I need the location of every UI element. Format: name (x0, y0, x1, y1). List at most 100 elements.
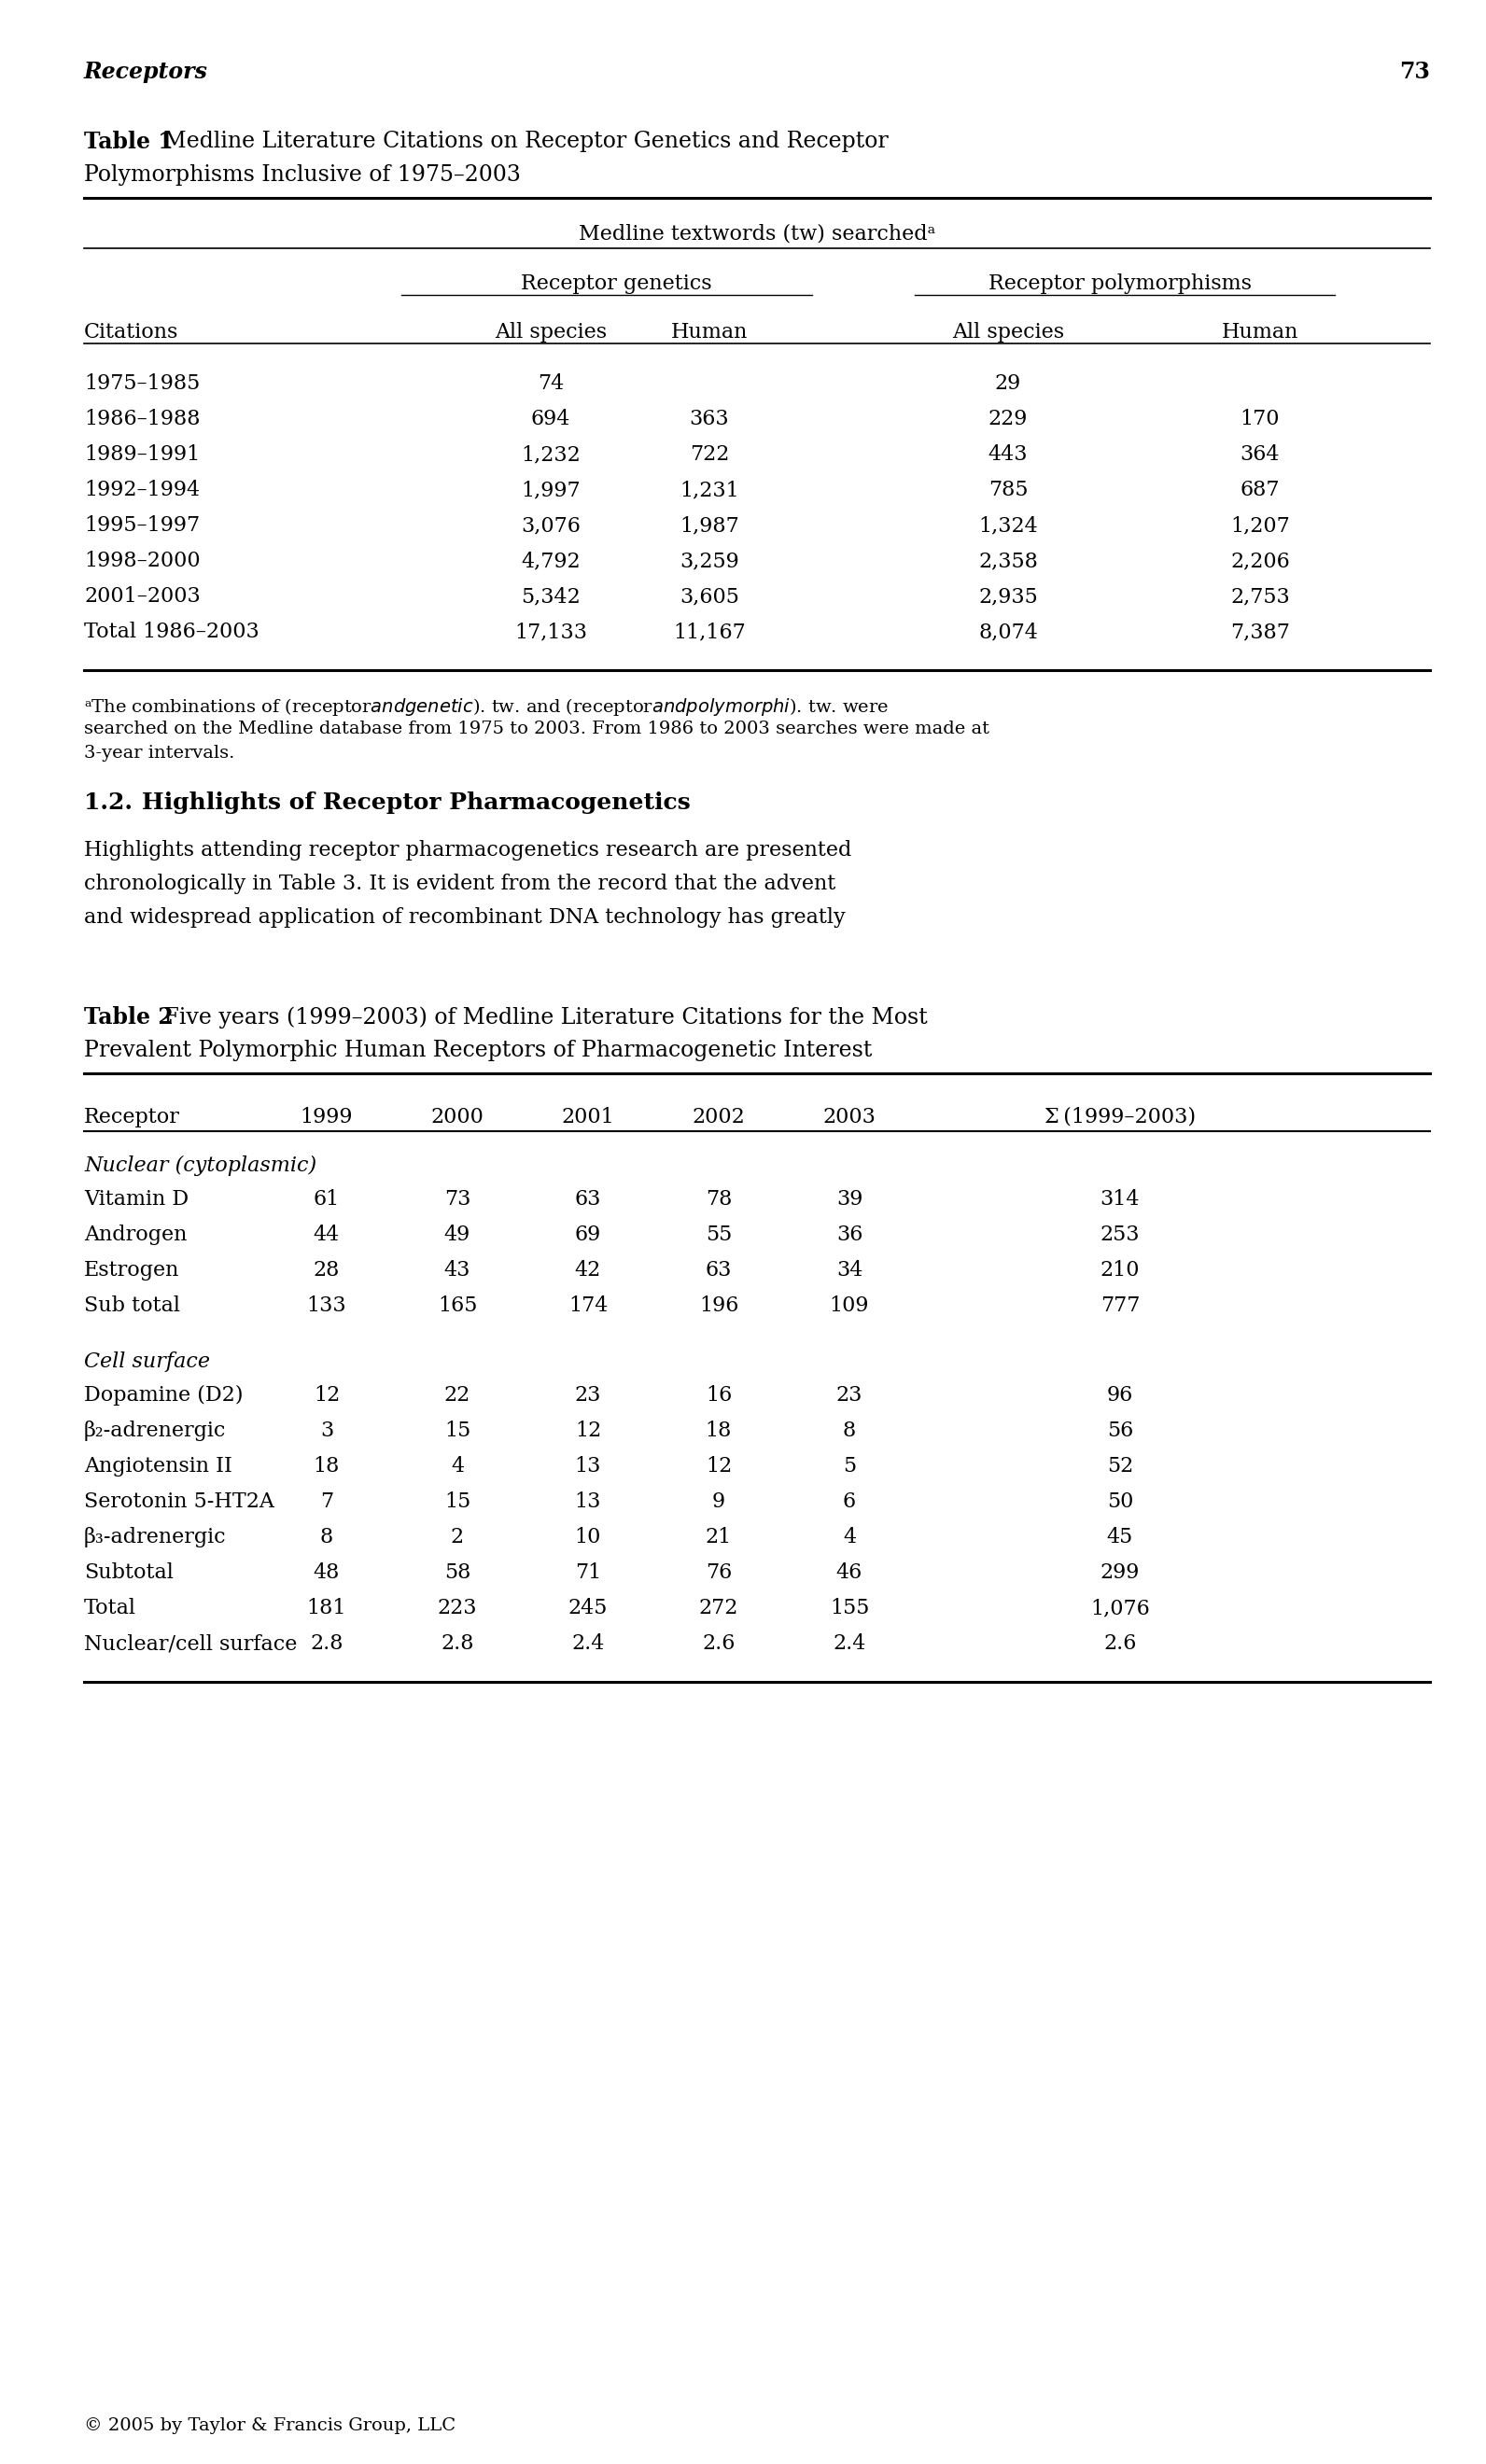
Text: 45: 45 (1107, 1528, 1134, 1547)
Text: Subtotal: Subtotal (85, 1562, 174, 1582)
Text: 174: 174 (568, 1296, 608, 1316)
Text: 155: 155 (829, 1597, 869, 1619)
Text: 1,232: 1,232 (522, 444, 581, 466)
Text: 1,207: 1,207 (1230, 515, 1290, 535)
Text: 78: 78 (706, 1190, 733, 1210)
Text: 1999: 1999 (300, 1106, 354, 1129)
Text: 694: 694 (531, 409, 571, 429)
Text: 2.8: 2.8 (441, 1634, 474, 1653)
Text: 1992–1994: 1992–1994 (85, 480, 201, 500)
Text: 15: 15 (444, 1491, 471, 1513)
Text: 1989–1991: 1989–1991 (85, 444, 201, 466)
Text: 2,753: 2,753 (1230, 586, 1290, 606)
Text: 5: 5 (843, 1456, 856, 1476)
Text: 28: 28 (314, 1259, 340, 1281)
Text: 314: 314 (1100, 1190, 1140, 1210)
Text: 56: 56 (1107, 1422, 1134, 1441)
Text: Receptor: Receptor (85, 1106, 180, 1129)
Text: 210: 210 (1100, 1259, 1140, 1281)
Text: 2000: 2000 (431, 1106, 484, 1129)
Text: Five years (1999–2003) of Medline Literature Citations for the Most: Five years (1999–2003) of Medline Litera… (158, 1005, 927, 1027)
Text: 1,987: 1,987 (679, 515, 739, 535)
Text: 3,259: 3,259 (679, 549, 739, 572)
Text: 1,231: 1,231 (679, 480, 739, 500)
Text: 2,935: 2,935 (978, 586, 1037, 606)
Text: 1.2.: 1.2. (85, 791, 132, 813)
Text: 3-year intervals.: 3-year intervals. (85, 744, 235, 761)
Text: 2003: 2003 (823, 1106, 875, 1129)
Text: All species: All species (495, 323, 606, 342)
Text: 11,167: 11,167 (673, 621, 746, 643)
Text: 4: 4 (450, 1456, 464, 1476)
Text: 13: 13 (575, 1456, 602, 1476)
Text: 2.4: 2.4 (832, 1634, 866, 1653)
Text: 3: 3 (319, 1422, 333, 1441)
Text: β₃-adrenergic: β₃-adrenergic (85, 1528, 226, 1547)
Text: Medline textwords (tw) searchedᵃ: Medline textwords (tw) searchedᵃ (578, 224, 935, 244)
Text: 73: 73 (1400, 62, 1430, 84)
Text: Total: Total (85, 1597, 137, 1619)
Text: 12: 12 (575, 1422, 602, 1441)
Text: All species: All species (953, 323, 1064, 342)
Text: 170: 170 (1241, 409, 1279, 429)
Text: 49: 49 (444, 1225, 471, 1244)
Text: 133: 133 (306, 1296, 346, 1316)
Text: 55: 55 (706, 1225, 733, 1244)
Text: 13: 13 (575, 1491, 602, 1513)
Text: © 2005 by Taylor & Francis Group, LLC: © 2005 by Taylor & Francis Group, LLC (85, 2417, 456, 2434)
Text: 42: 42 (575, 1259, 602, 1281)
Text: Citations: Citations (85, 323, 178, 342)
Text: 363: 363 (690, 409, 730, 429)
Text: 50: 50 (1107, 1491, 1134, 1513)
Text: 18: 18 (314, 1456, 340, 1476)
Text: 777: 777 (1100, 1296, 1140, 1316)
Text: 2,206: 2,206 (1230, 549, 1290, 572)
Text: 3,076: 3,076 (522, 515, 581, 535)
Text: 223: 223 (437, 1597, 477, 1619)
Text: 1,997: 1,997 (522, 480, 581, 500)
Text: 34: 34 (837, 1259, 863, 1281)
Text: 4,792: 4,792 (522, 549, 581, 572)
Text: 2,358: 2,358 (978, 549, 1037, 572)
Text: searched on the Medline database from 1975 to 2003. From 1986 to 2003 searches w: searched on the Medline database from 19… (85, 719, 990, 737)
Text: Highlights of Receptor Pharmacogenetics: Highlights of Receptor Pharmacogenetics (141, 791, 691, 813)
Text: 17,133: 17,133 (514, 621, 587, 643)
Text: 21: 21 (706, 1528, 733, 1547)
Text: 443: 443 (988, 444, 1028, 466)
Text: 12: 12 (314, 1385, 340, 1404)
Text: 23: 23 (837, 1385, 863, 1404)
Text: 58: 58 (444, 1562, 471, 1582)
Text: 48: 48 (314, 1562, 340, 1582)
Text: 196: 196 (698, 1296, 739, 1316)
Text: Medline Literature Citations on Receptor Genetics and Receptor: Medline Literature Citations on Receptor… (158, 131, 889, 153)
Text: 1,076: 1,076 (1091, 1597, 1150, 1619)
Text: 364: 364 (1241, 444, 1279, 466)
Text: 1975–1985: 1975–1985 (85, 375, 201, 394)
Text: Polymorphisms Inclusive of 1975–2003: Polymorphisms Inclusive of 1975–2003 (85, 165, 520, 185)
Text: 272: 272 (698, 1597, 739, 1619)
Text: ᵃThe combinations of (receptor$ and genetic$). tw. and (receptor$ and polymorphi: ᵃThe combinations of (receptor$ and gene… (85, 697, 889, 717)
Text: 2.8: 2.8 (311, 1634, 343, 1653)
Text: 8: 8 (319, 1528, 333, 1547)
Text: chronologically in Table 3. It is evident from the record that the advent: chronologically in Table 3. It is eviden… (85, 875, 835, 894)
Text: 1,324: 1,324 (978, 515, 1037, 535)
Text: 181: 181 (308, 1597, 346, 1619)
Text: 12: 12 (706, 1456, 733, 1476)
Text: 2.6: 2.6 (1104, 1634, 1137, 1653)
Text: Receptor genetics: Receptor genetics (520, 274, 712, 293)
Text: 74: 74 (538, 375, 563, 394)
Text: Nuclear (cytoplasmic): Nuclear (cytoplasmic) (85, 1156, 317, 1175)
Text: 23: 23 (575, 1385, 602, 1404)
Text: Receptors: Receptors (85, 62, 208, 84)
Text: 165: 165 (437, 1296, 477, 1316)
Text: 73: 73 (444, 1190, 471, 1210)
Text: 29: 29 (996, 375, 1021, 394)
Text: 10: 10 (575, 1528, 602, 1547)
Text: 722: 722 (690, 444, 730, 466)
Text: 18: 18 (706, 1422, 733, 1441)
Text: Vitamin D: Vitamin D (85, 1190, 189, 1210)
Text: 7,387: 7,387 (1230, 621, 1290, 643)
Text: 6: 6 (843, 1491, 856, 1513)
Text: 253: 253 (1100, 1225, 1140, 1244)
Text: Cell surface: Cell surface (85, 1350, 210, 1372)
